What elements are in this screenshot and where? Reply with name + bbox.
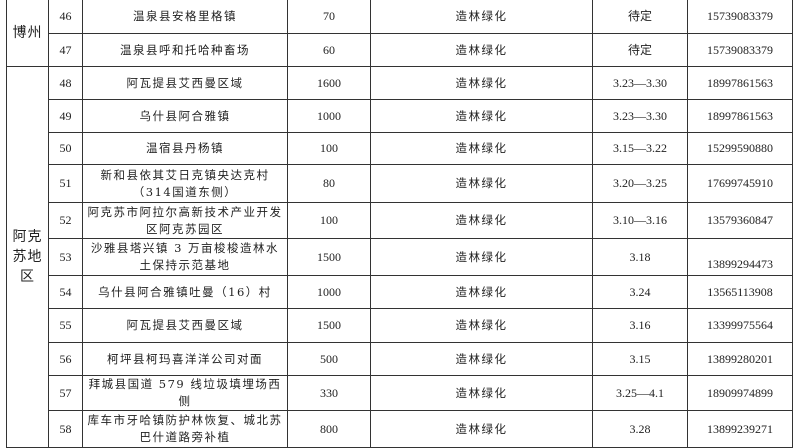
area-cell: 1600 [287, 66, 371, 100]
type-cell: 造林绿化 [370, 33, 593, 67]
area-cell: 1500 [287, 308, 371, 343]
row-number: 50 [48, 132, 83, 165]
row-number: 52 [48, 202, 83, 239]
phone-cell: 13899294473 [687, 238, 793, 276]
time-cell: 3.15 [592, 342, 688, 376]
phone-cell: 13899280201 [687, 342, 793, 376]
phone-cell: 13399975564 [687, 308, 793, 343]
phone-cell: 13565113908 [687, 275, 793, 309]
table-row: 博州 46 温泉县安格里格镇 70 造林绿化 待定 15739083379 [6, 0, 793, 67]
table-row: 52 阿克苏市阿拉尔高新技术产业开发区阿克苏园区 100 造林绿化 3.10—3.16 1… [7, 202, 793, 239]
row-number: 49 [48, 99, 83, 133]
type-cell: 造林绿化 [370, 375, 593, 411]
table-row: 54 乌什县阿合雅镇吐曼（16）村 1000 造林绿化 3.24 13565113908 [7, 275, 793, 309]
location-cell: 乌什县阿合雅镇 [82, 99, 288, 133]
area-cell: 80 [287, 164, 371, 203]
row-number: 47 [48, 33, 83, 67]
time-cell: 3.23—3.30 [592, 66, 688, 100]
table-row: 58 库车市牙哈镇防护林恢复、城北苏巴什道路旁补植 800 造林绿化 3.28 13899… [7, 410, 793, 448]
time-cell: 待定 [592, 33, 688, 67]
phone-cell: 18997861563 [687, 99, 793, 133]
table-row: 57 拜城县国道 579 线垃圾填埋场西侧 330 造林绿化 3.25—4.1 18909… [7, 375, 793, 411]
area-cell: 1000 [287, 99, 371, 133]
location-cell: 温泉县安格里格镇 [82, 0, 288, 34]
phone-cell: 18997861563 [687, 66, 793, 100]
phone-cell: 15739083379 [687, 33, 793, 67]
phone-cell: 18909974899 [687, 375, 793, 411]
type-cell: 造林绿化 [370, 202, 593, 239]
type-cell: 造林绿化 [370, 132, 593, 165]
location-cell: 柯坪县柯玛喜洋洋公司对面 [82, 342, 288, 376]
type-cell: 造林绿化 [370, 66, 593, 100]
location-cell: 温泉县呼和托哈种畜场 [82, 33, 288, 67]
area-cell: 70 [287, 0, 371, 34]
type-cell: 造林绿化 [370, 164, 593, 203]
phone-cell: 15739083379 [687, 0, 793, 34]
table-row: 53 沙雅县塔兴镇 3 万亩梭梭造林水土保持示范基地 1500 造林绿化 3.18 138… [7, 238, 793, 276]
area-cell: 330 [287, 375, 371, 411]
row-number: 55 [48, 308, 83, 343]
area-cell: 100 [287, 132, 371, 165]
phone-cell: 13579360847 [687, 202, 793, 239]
phone-cell: 13899239271 [687, 410, 793, 448]
location-cell: 乌什县阿合雅镇吐曼（16）村 [82, 275, 288, 309]
area-cell: 100 [287, 202, 371, 239]
table-row: 50 温宿县丹杨镇 100 造林绿化 3.15—3.22 15299590880 [7, 132, 793, 165]
type-cell: 造林绿化 [370, 410, 593, 448]
location-cell: 阿克苏市阿拉尔高新技术产业开发区阿克苏园区 [82, 202, 288, 239]
row-number: 46 [48, 0, 83, 34]
area-cell: 1000 [287, 275, 371, 309]
type-cell: 造林绿化 [370, 308, 593, 343]
afforestation-table: 博州 46 温泉县安格里格镇 70 造林绿化 待定 15739083379 47 温泉县呼和托哈… [6, 0, 793, 448]
phone-cell: 17699745910 [687, 164, 793, 203]
row-number: 57 [48, 375, 83, 411]
area-cell: 60 [287, 33, 371, 67]
row-number: 53 [48, 238, 83, 276]
time-cell: 3.18 [592, 238, 688, 276]
type-cell: 造林绿化 [370, 275, 593, 309]
time-cell: 待定 [592, 0, 688, 34]
row-number: 54 [48, 275, 83, 309]
table-row: 51 新和县依其艾日克镇央达克村（314国道东侧） 80 造林绿化 3.20—3.25 1… [7, 164, 793, 203]
area-cell: 500 [287, 342, 371, 376]
type-cell: 造林绿化 [370, 0, 593, 34]
table-row: 56 柯坪县柯玛喜洋洋公司对面 500 造林绿化 3.15 13899280201 [7, 342, 793, 376]
time-cell: 3.23—3.30 [592, 99, 688, 133]
location-cell: 沙雅县塔兴镇 3 万亩梭梭造林水土保持示范基地 [82, 238, 288, 276]
phone-cell: 15299590880 [687, 132, 793, 165]
location-cell: 拜城县国道 579 线垃圾填埋场西侧 [82, 375, 288, 411]
row-number: 56 [48, 342, 83, 376]
time-cell: 3.28 [592, 410, 688, 448]
location-cell: 温宿县丹杨镇 [82, 132, 288, 165]
table-row: 47 温泉县呼和托哈种畜场 60 造林绿化 待定 15739083379 [7, 33, 793, 67]
location-cell: 阿瓦提县艾西曼区域 [82, 308, 288, 343]
region-cell: 阿克苏地区 [6, 66, 49, 448]
table-row: 49 乌什县阿合雅镇 1000 造林绿化 3.23—3.30 18997861563 [7, 99, 793, 133]
location-cell: 库车市牙哈镇防护林恢复、城北苏巴什道路旁补植 [82, 410, 288, 448]
area-cell: 1500 [287, 238, 371, 276]
time-cell: 3.10—3.16 [592, 202, 688, 239]
table-row: 55 阿瓦提县艾西曼区域 1500 造林绿化 3.16 13399975564 [7, 308, 793, 343]
time-cell: 3.24 [592, 275, 688, 309]
location-cell: 新和县依其艾日克镇央达克村（314国道东侧） [82, 164, 288, 203]
area-cell: 800 [287, 410, 371, 448]
type-cell: 造林绿化 [370, 238, 593, 276]
time-cell: 3.16 [592, 308, 688, 343]
time-cell: 3.20—3.25 [592, 164, 688, 203]
time-cell: 3.25—4.1 [592, 375, 688, 411]
region-cell: 博州 [6, 0, 49, 67]
row-number: 58 [48, 410, 83, 448]
type-cell: 造林绿化 [370, 99, 593, 133]
location-cell: 阿瓦提县艾西曼区域 [82, 66, 288, 100]
table-row: 阿克苏地区 48 阿瓦提县艾西曼区域 1600 造林绿化 3.23—3.30 1899786… [6, 66, 793, 448]
type-cell: 造林绿化 [370, 342, 593, 376]
row-number: 51 [48, 164, 83, 203]
row-number: 48 [48, 66, 83, 100]
time-cell: 3.15—3.22 [592, 132, 688, 165]
